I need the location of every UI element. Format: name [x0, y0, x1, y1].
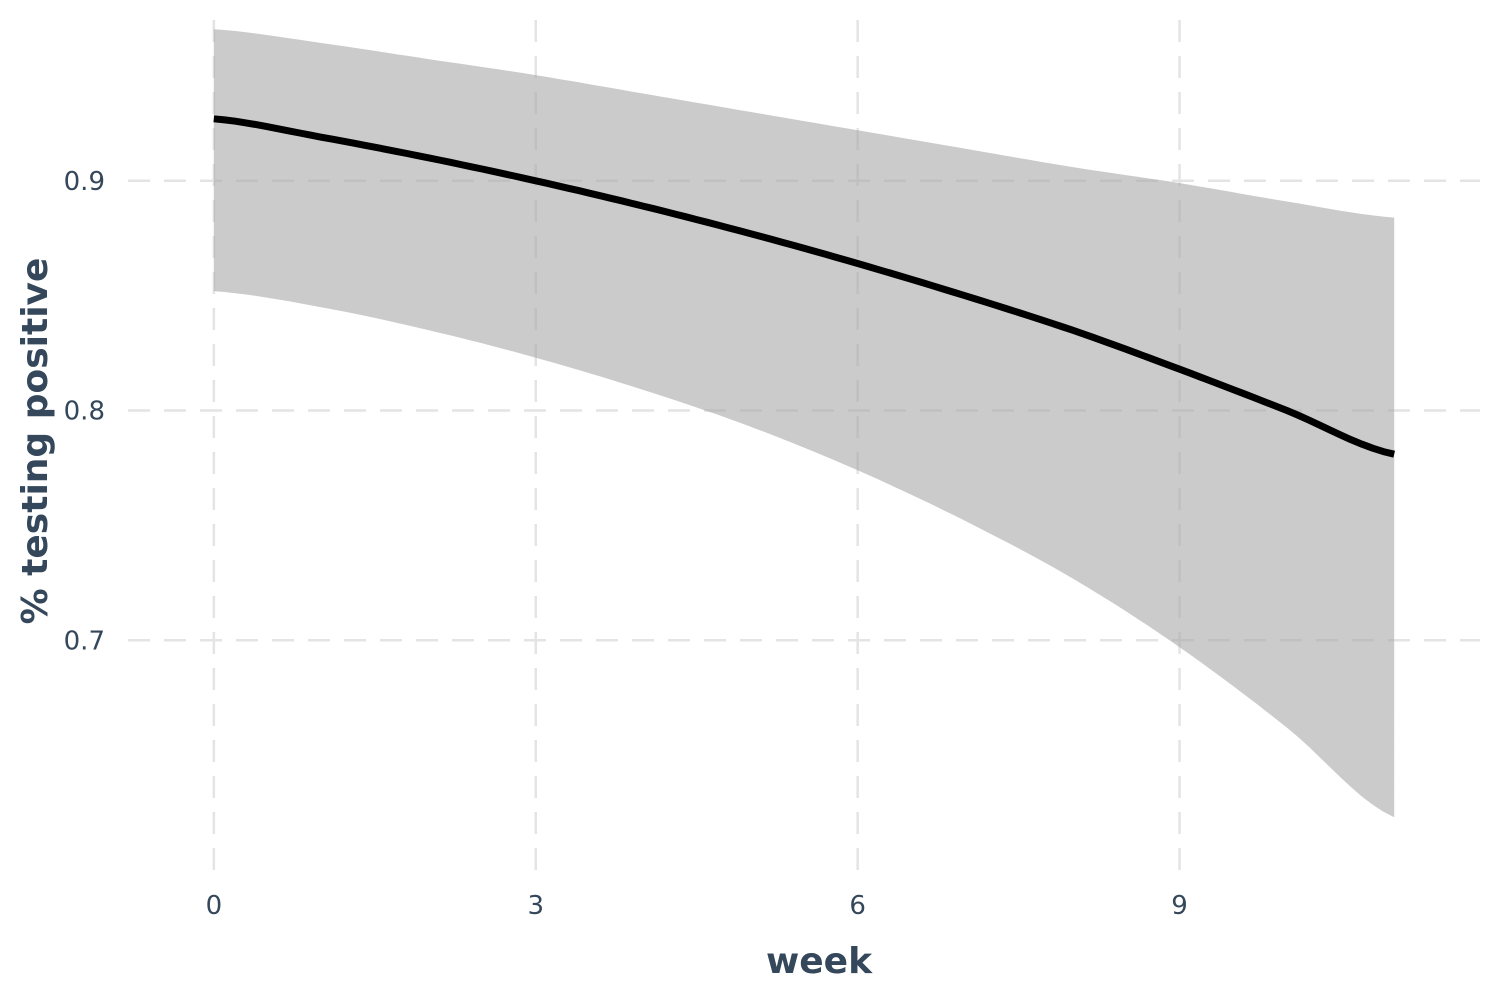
x-tick-label: 9 — [1171, 891, 1188, 921]
y-tick-label: 0.7 — [64, 626, 105, 656]
x-tick-label: 0 — [206, 891, 223, 921]
confidence-band-layer — [213, 29, 1395, 818]
x-axis-title: week — [766, 941, 873, 982]
confidence-band — [213, 29, 1395, 818]
y-tick-label: 0.9 — [64, 167, 105, 197]
x-tick-label: 3 — [527, 891, 544, 921]
fit-line — [213, 115, 1396, 458]
fit-line-layer — [213, 115, 1396, 458]
x-axis-ticks: 0 3 6 9 — [206, 891, 1188, 921]
y-axis-ticks: 0.7 0.8 0.9 — [64, 167, 105, 656]
x-tick-label: 6 — [849, 891, 866, 921]
y-axis-title: % testing positive — [15, 258, 56, 625]
y-tick-label: 0.8 — [64, 397, 105, 427]
